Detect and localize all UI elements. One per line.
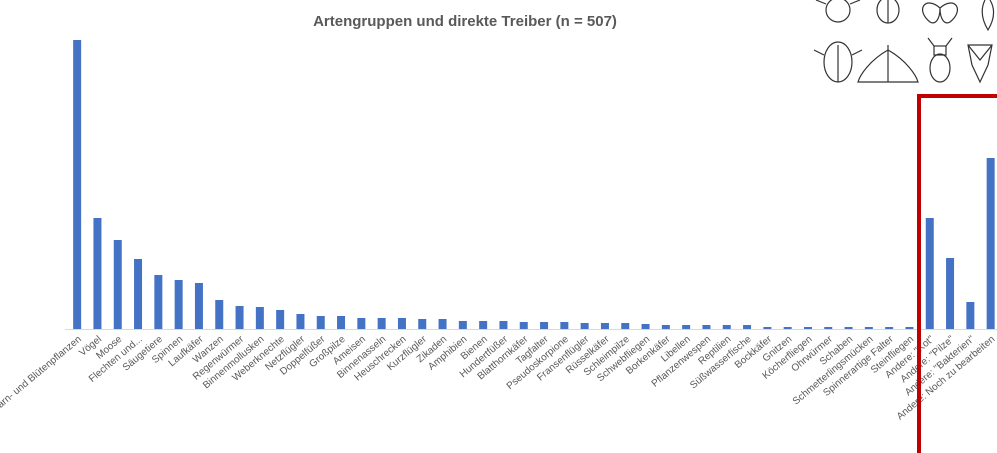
- bar: [743, 325, 752, 329]
- bar: [864, 327, 873, 329]
- bar: [946, 258, 955, 329]
- bar: [600, 323, 609, 329]
- bar: [154, 275, 163, 329]
- bar: [337, 316, 346, 329]
- bar: [925, 218, 934, 329]
- bar: [702, 325, 711, 329]
- bar: [905, 327, 914, 329]
- bar: [966, 302, 975, 329]
- bar: [824, 327, 833, 329]
- bar: [255, 307, 264, 329]
- bar: [519, 322, 528, 329]
- bar: [844, 327, 853, 329]
- bar: [580, 323, 589, 329]
- bar: [803, 327, 812, 329]
- bar: [377, 318, 386, 329]
- bar: [783, 327, 792, 329]
- bar: [215, 300, 224, 329]
- bar: [296, 314, 305, 329]
- bar: [438, 319, 447, 329]
- insect-icons: [813, 0, 995, 84]
- bar: [986, 158, 995, 329]
- bar: [357, 318, 366, 329]
- bar: [134, 259, 143, 329]
- bar: [682, 325, 691, 329]
- bar: [113, 240, 122, 329]
- bar: [174, 280, 183, 329]
- bar: [641, 324, 650, 329]
- bar: [885, 327, 894, 329]
- bar: [418, 319, 427, 329]
- bar: [235, 306, 244, 329]
- bar: [722, 325, 731, 329]
- bar: [763, 327, 772, 329]
- bar: [661, 325, 670, 329]
- chart-title: Artengruppen und direkte Treiber (n = 50…: [313, 13, 617, 30]
- bar: [194, 283, 203, 329]
- bar: [316, 316, 325, 329]
- bar: [499, 321, 508, 329]
- highlight-box: [917, 94, 997, 453]
- bar: [560, 322, 569, 329]
- bar: [397, 318, 406, 329]
- bar: [93, 218, 102, 329]
- bar: [621, 323, 630, 329]
- bar: [479, 321, 488, 329]
- bar: [540, 322, 549, 329]
- x-tick-label: Farn- und Blütenpflanzen: [0, 334, 84, 415]
- bar: [458, 321, 467, 329]
- bar: [73, 40, 82, 329]
- bar: [276, 310, 285, 329]
